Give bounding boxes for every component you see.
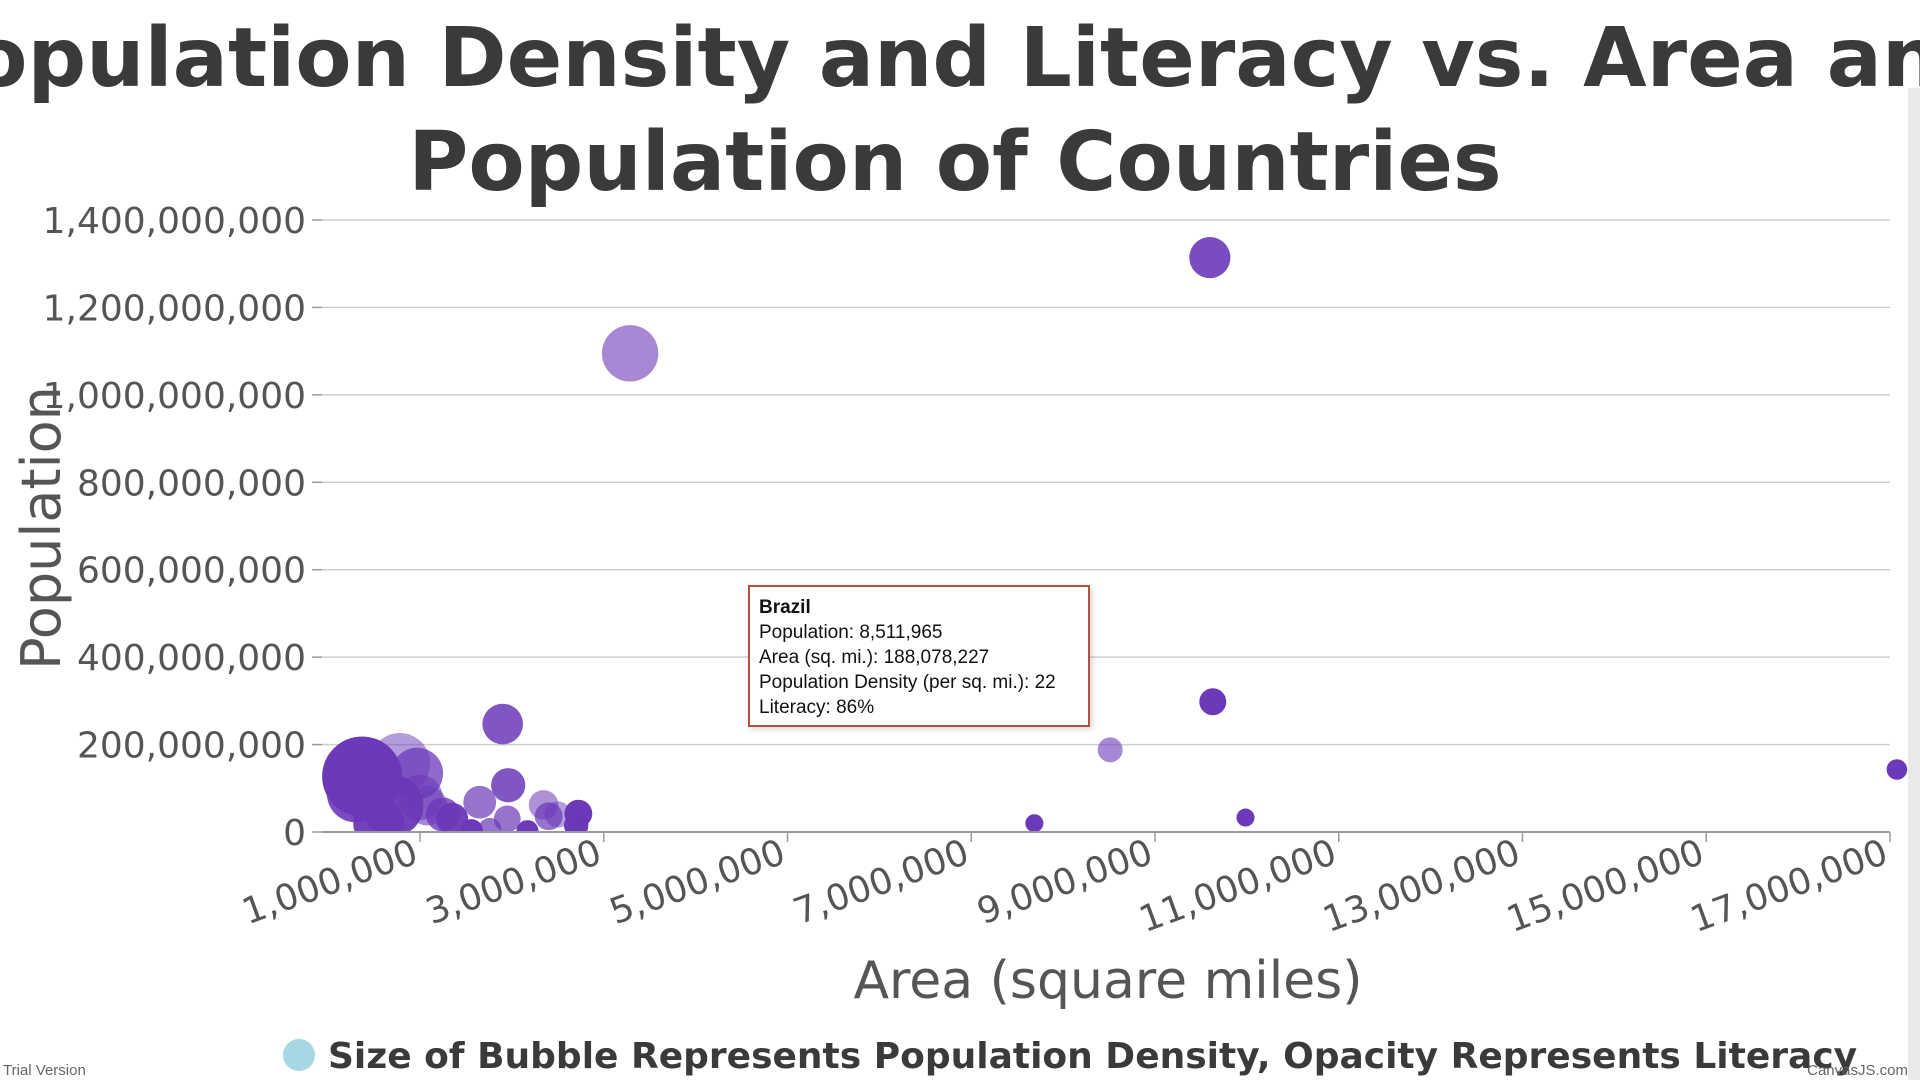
y-tick-label: 1,400,000,000 (43, 201, 306, 242)
bubble-point[interactable] (563, 813, 589, 837)
x-tick-label: 17,000,000 (1685, 832, 1893, 941)
chart-title-line-2: Population of Countries (408, 115, 1502, 210)
tooltip-density: Population Density (per sq. mi.): 22 (759, 672, 1056, 693)
y-tick-label: 1,200,000,000 (43, 288, 306, 329)
y-tick-label: 1,000,000,000 (43, 376, 306, 417)
bubble-point[interactable] (1886, 759, 1908, 780)
vertical-scrollbar[interactable] (1908, 88, 1920, 1080)
bubble-point[interactable] (459, 819, 483, 842)
y-tick-label: 400,000,000 (77, 638, 306, 679)
x-tick-label: 9,000,000 (972, 832, 1158, 933)
tooltip: Brazil Population: 8,511,965 Area (sq. m… (748, 585, 1090, 727)
bubble-point[interactable] (353, 797, 405, 849)
bubble-point[interactable] (1097, 737, 1123, 763)
y-tick-label: 0 (283, 813, 306, 854)
bubble-point[interactable] (1199, 688, 1227, 716)
trial-version-text: Trial Version (3, 1062, 86, 1079)
y-axis-title: Population (10, 386, 73, 670)
bubble-point[interactable] (478, 817, 502, 841)
x-tick-label: 3,000,000 (421, 832, 607, 933)
tooltip-literacy: Literacy: 86% (759, 697, 875, 718)
bubble-point[interactable] (1025, 814, 1044, 832)
x-axis-title: Area (square miles) (853, 951, 1362, 1011)
x-axis-ticks: 1,000,0003,000,0005,000,0007,000,0009,00… (237, 832, 1893, 941)
tooltip-area: Area (sq. mi.): 188,078,227 (759, 647, 990, 668)
bubble-point[interactable] (601, 325, 659, 382)
x-tick-label: 11,000,000 (1134, 832, 1342, 941)
x-tick-label: 13,000,000 (1318, 832, 1526, 941)
bubble-point[interactable] (482, 703, 523, 745)
y-tick-label: 600,000,000 (77, 551, 306, 592)
bubble-point[interactable] (463, 785, 497, 819)
x-tick-label: 7,000,000 (788, 832, 974, 933)
bubble-point[interactable] (544, 801, 571, 828)
x-tick-label: 1,000,000 (237, 832, 423, 933)
chart-title-line-1: Population Density and Literacy vs. Area… (0, 11, 1920, 106)
bubble-point[interactable] (1236, 808, 1255, 827)
bubble-series (322, 237, 1908, 849)
legend-text: Size of Bubble Represents Population Den… (328, 1036, 1857, 1077)
bubble-point[interactable] (516, 820, 539, 842)
legend-marker (283, 1039, 315, 1071)
bubble-point[interactable] (1189, 237, 1231, 279)
x-tick-label: 5,000,000 (604, 832, 790, 933)
tooltip-country-name: Brazil (759, 597, 811, 618)
bubble-point[interactable] (436, 802, 469, 835)
grid-lines (322, 219, 1890, 746)
tooltip-population: Population: 8,511,965 (759, 622, 943, 643)
bubble-point[interactable] (491, 768, 526, 803)
canvasjs-credit[interactable]: CanvasJS.com (1807, 1062, 1908, 1079)
y-tick-label: 800,000,000 (77, 463, 306, 504)
y-axis-ticks: 0 200,000,000 400,000,000 600,000,000 800,00… (43, 201, 322, 854)
x-tick-label: 15,000,000 (1502, 832, 1710, 941)
y-tick-label: 200,000,000 (77, 726, 306, 767)
